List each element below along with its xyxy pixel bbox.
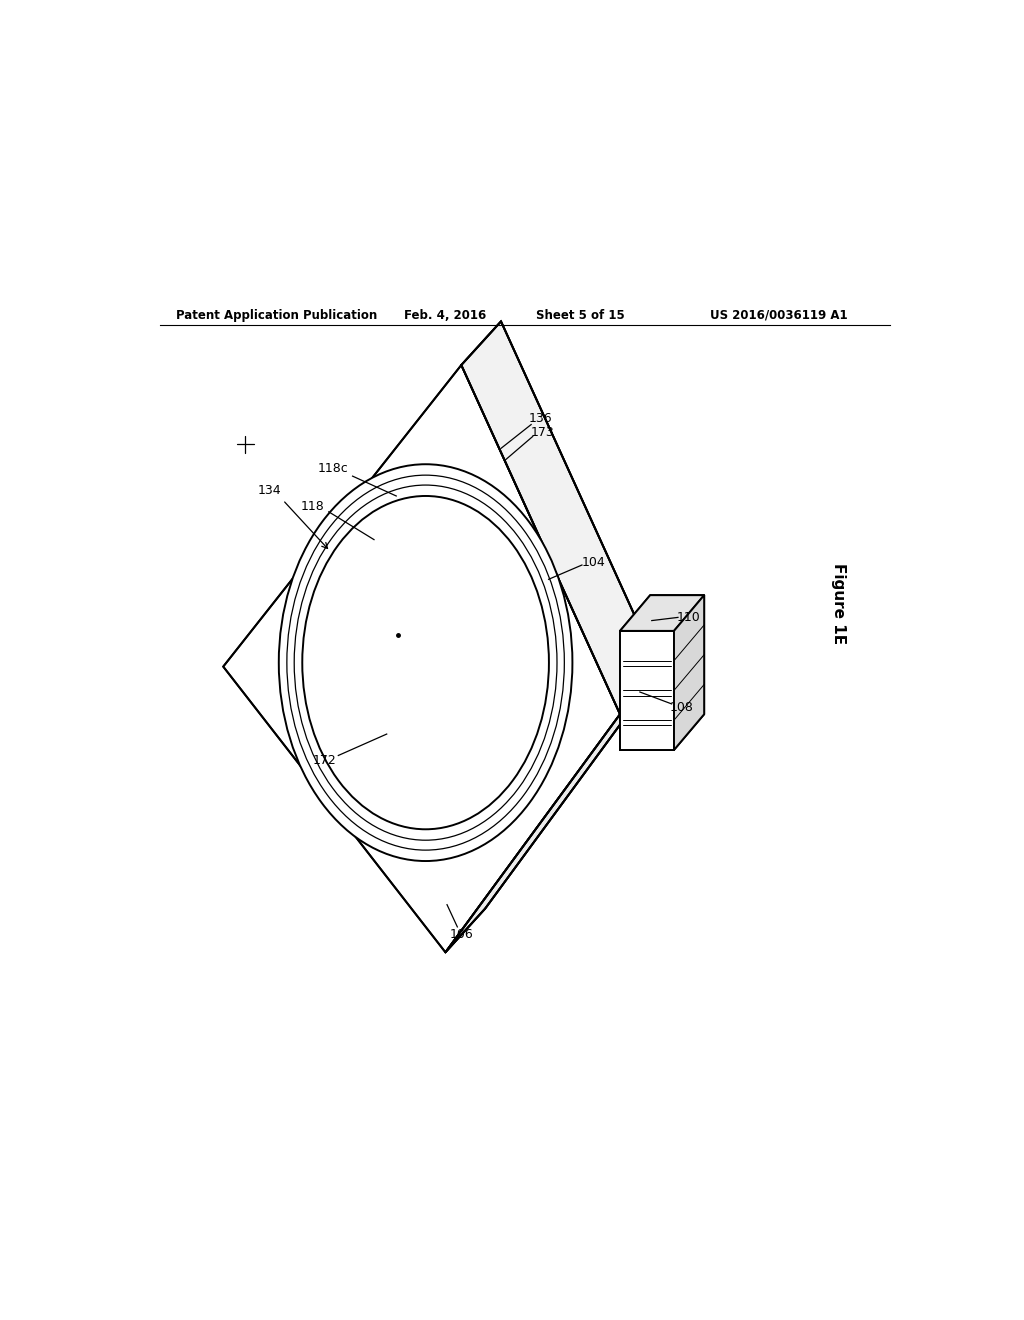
Text: 118: 118 bbox=[301, 500, 325, 512]
Text: Patent Application Publication: Patent Application Publication bbox=[176, 309, 377, 322]
Ellipse shape bbox=[287, 475, 564, 850]
Text: Figure 1E: Figure 1E bbox=[830, 562, 846, 644]
Ellipse shape bbox=[302, 496, 549, 829]
Polygon shape bbox=[620, 631, 674, 750]
Polygon shape bbox=[223, 366, 620, 952]
Text: 104: 104 bbox=[582, 556, 605, 569]
Text: 108: 108 bbox=[670, 701, 693, 714]
Text: 136: 136 bbox=[528, 412, 553, 425]
Text: 110: 110 bbox=[677, 611, 700, 624]
Polygon shape bbox=[445, 671, 659, 952]
Text: US 2016/0036119 A1: US 2016/0036119 A1 bbox=[710, 309, 848, 322]
Ellipse shape bbox=[294, 484, 557, 841]
Text: 173: 173 bbox=[530, 426, 554, 440]
Text: 172: 172 bbox=[313, 754, 337, 767]
Polygon shape bbox=[674, 595, 705, 750]
Text: Feb. 4, 2016: Feb. 4, 2016 bbox=[404, 309, 486, 322]
Text: 134: 134 bbox=[257, 484, 281, 496]
Text: 106: 106 bbox=[450, 928, 473, 941]
Polygon shape bbox=[620, 595, 705, 631]
Text: 118c: 118c bbox=[317, 462, 348, 475]
Polygon shape bbox=[461, 321, 659, 714]
Text: Sheet 5 of 15: Sheet 5 of 15 bbox=[536, 309, 625, 322]
Ellipse shape bbox=[279, 465, 572, 861]
